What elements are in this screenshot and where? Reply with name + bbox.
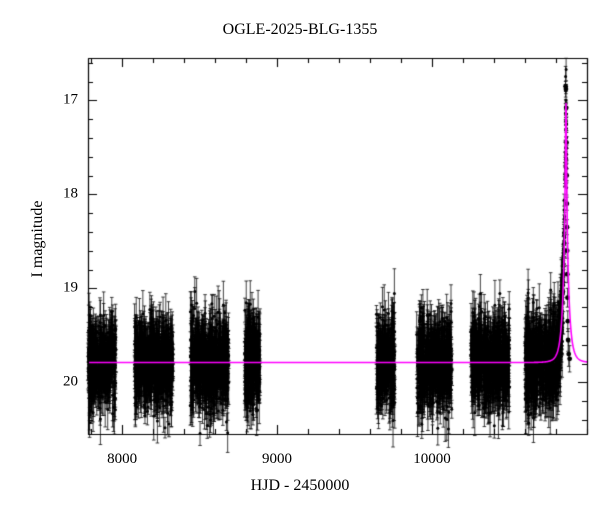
y-tick-label: 17 [63,91,78,108]
y-tick-label: 18 [63,185,78,202]
y-tick-label: 19 [63,279,78,296]
x-tick-label: 9000 [262,451,293,467]
y-tick-label: 20 [63,373,78,390]
x-tick-label: 8000 [107,451,138,467]
x-tick-label: 10000 [413,451,451,467]
y-axis-label: I magnitude [29,200,46,278]
chart-title: OGLE-2025-BLG-1355 [222,21,378,38]
x-axis-label: HJD - 2450000 [250,477,350,494]
